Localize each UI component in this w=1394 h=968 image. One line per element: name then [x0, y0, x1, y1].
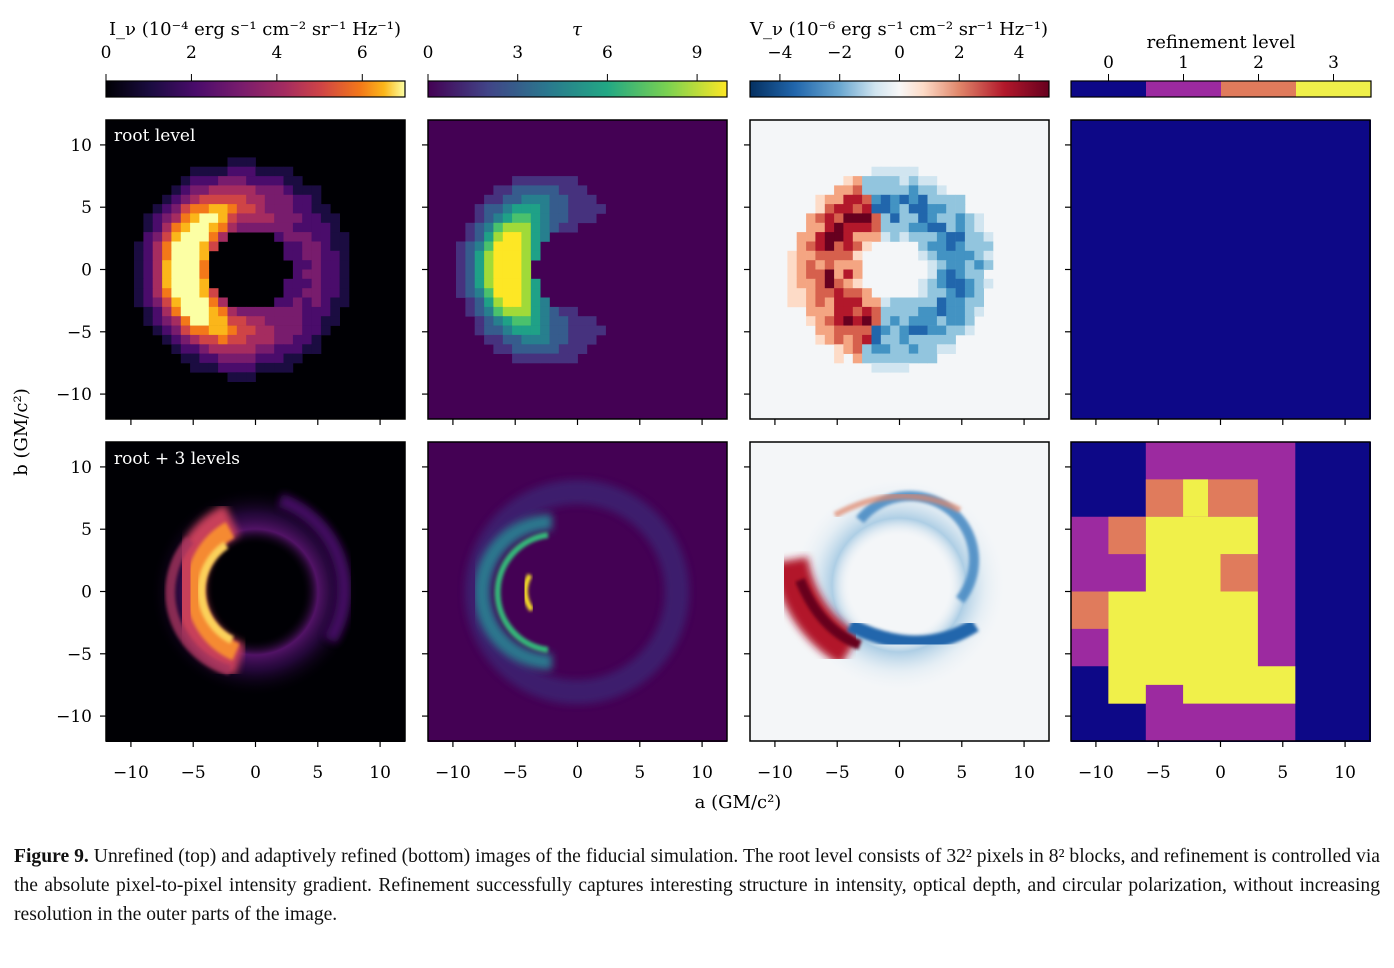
x-tick-label: 5 [312, 763, 323, 783]
y-tick-label: 5 [81, 198, 92, 218]
level-swatch [1071, 81, 1146, 97]
x-tick-label: 10 [369, 763, 391, 783]
x-tick-label: −5 [825, 763, 850, 783]
figure-canvas: I_ν (10⁻⁴ erg s⁻¹ cm⁻² sr⁻¹ Hz⁻¹) 0 2 4 6 τ… [11, 19, 1372, 813]
colorbar-tick-label: 2 [954, 43, 965, 63]
colorbar-refinement-level-swatches [1071, 81, 1371, 97]
x-tick-label: 0 [1215, 763, 1226, 783]
panel-tau-refined [428, 442, 727, 742]
caption-label: Figure 9. [14, 846, 89, 867]
refinement-level-2-region [1071, 591, 1109, 629]
caption-text: Unrefined (top) and adaptively refined (… [14, 846, 1380, 925]
x-tick-label: −10 [1078, 763, 1114, 783]
x-tick-label: 5 [1277, 763, 1288, 783]
x-tick-label: 5 [634, 763, 645, 783]
x-tick-label: −5 [1146, 763, 1171, 783]
colorbar-tick-label: −2 [827, 43, 852, 63]
panel-polarization-refined [750, 442, 1049, 742]
colorbar-tick-label: 6 [602, 43, 613, 63]
colorbar-tick-label: 3 [512, 43, 523, 63]
colorbar-tick-label: 9 [692, 43, 703, 63]
colorbar-tick-label: 2 [1253, 53, 1264, 73]
x-tick-label: −10 [113, 763, 149, 783]
y-tick-label: −10 [56, 385, 92, 405]
colorbar-tick-label: 3 [1328, 53, 1339, 73]
x-tick-label: −5 [503, 763, 528, 783]
y-axis-label: b (GM/c²) [11, 388, 32, 475]
x-tick-label: 0 [572, 763, 583, 783]
colorbar-tick-label: 6 [357, 43, 368, 63]
refinement-level-0-region [1071, 120, 1371, 419]
colorbar-tick-label: 4 [1014, 43, 1025, 63]
y-tick-label: −5 [67, 645, 92, 665]
colorbar-circular-polarization-label: V_ν (10⁻⁶ erg s⁻¹ cm⁻² sr⁻¹ Hz⁻¹) [749, 19, 1048, 40]
x-tick-label: −10 [435, 763, 471, 783]
colorbar-refinement-level: refinement level 0 1 2 3 [1070, 32, 1372, 98]
x-tick-label: 10 [691, 763, 713, 783]
colorbar-tick-label: 2 [186, 43, 197, 63]
y-tick-label: −5 [67, 323, 92, 343]
refinement-level-2-region [1220, 554, 1258, 592]
x-tick-label: 10 [1013, 763, 1035, 783]
panel-polarization-root [750, 120, 1049, 419]
colorbar-tau-gradient [427, 80, 728, 98]
x-tick-label: 5 [956, 763, 967, 783]
x-axis-label: a (GM/c²) [695, 792, 782, 813]
x-tick-label: −10 [757, 763, 793, 783]
panel-intensity-root: root level [106, 120, 405, 419]
refinement-level-3-region [1183, 479, 1208, 517]
x-tick-label: 0 [894, 763, 905, 783]
colorbar-circular-polarization-gradient [749, 80, 1050, 98]
y-tick-label: 0 [81, 261, 92, 281]
y-tick-label: 5 [81, 520, 92, 540]
colorbar-tick-label: 0 [1103, 53, 1114, 73]
level-swatch [1296, 81, 1371, 97]
panel-refinement-root [1071, 120, 1371, 419]
colorbar-tick-label: 0 [894, 43, 905, 63]
x-tick-label: 10 [1334, 763, 1356, 783]
y-tick-label: 0 [81, 583, 92, 603]
colorbar-tick-label: 0 [101, 43, 112, 63]
level-swatch [1221, 81, 1296, 97]
panel-refinement-refined [1071, 442, 1371, 742]
y-tick-label: −10 [56, 707, 92, 727]
colorbar-refinement-level-label: refinement level [1147, 32, 1296, 53]
figure-caption: Figure 9. Unrefined (top) and adaptively… [14, 842, 1380, 929]
colorbar-intensity-gradient [105, 80, 406, 98]
refinement-level-2-region [1108, 516, 1146, 555]
colorbar-tick-label: −4 [767, 43, 792, 63]
y-tick-label: 10 [70, 458, 92, 478]
colorbar-intensity-label: I_ν (10⁻⁴ erg s⁻¹ cm⁻² sr⁻¹ Hz⁻¹) [109, 19, 401, 40]
panel-intensity-refined: root + 3 levels [106, 442, 405, 742]
row-label-refined: root + 3 levels [114, 449, 240, 469]
colorbar-circular-polarization: V_ν (10⁻⁶ erg s⁻¹ cm⁻² sr⁻¹ Hz⁻¹) −4 −2 0 2… [749, 19, 1050, 98]
colorbar-tau-label: τ [572, 19, 583, 40]
y-tick-label: 10 [70, 136, 92, 156]
colorbar-tau: τ 0 3 6 9 [423, 19, 728, 98]
x-tick-label: 0 [250, 763, 261, 783]
colorbar-tick-label: 0 [423, 43, 434, 63]
level-swatch [1146, 81, 1221, 97]
x-tick-label: −5 [181, 763, 206, 783]
colorbar-tick-label: 4 [271, 43, 282, 63]
colorbar-tick-label: 1 [1178, 53, 1189, 73]
panel-tau-root [428, 120, 727, 419]
row-label-root: root level [114, 126, 195, 146]
refinement-level-3-region [1108, 516, 1296, 704]
colorbar-intensity: I_ν (10⁻⁴ erg s⁻¹ cm⁻² sr⁻¹ Hz⁻¹) 0 2 4 6 [101, 19, 406, 98]
